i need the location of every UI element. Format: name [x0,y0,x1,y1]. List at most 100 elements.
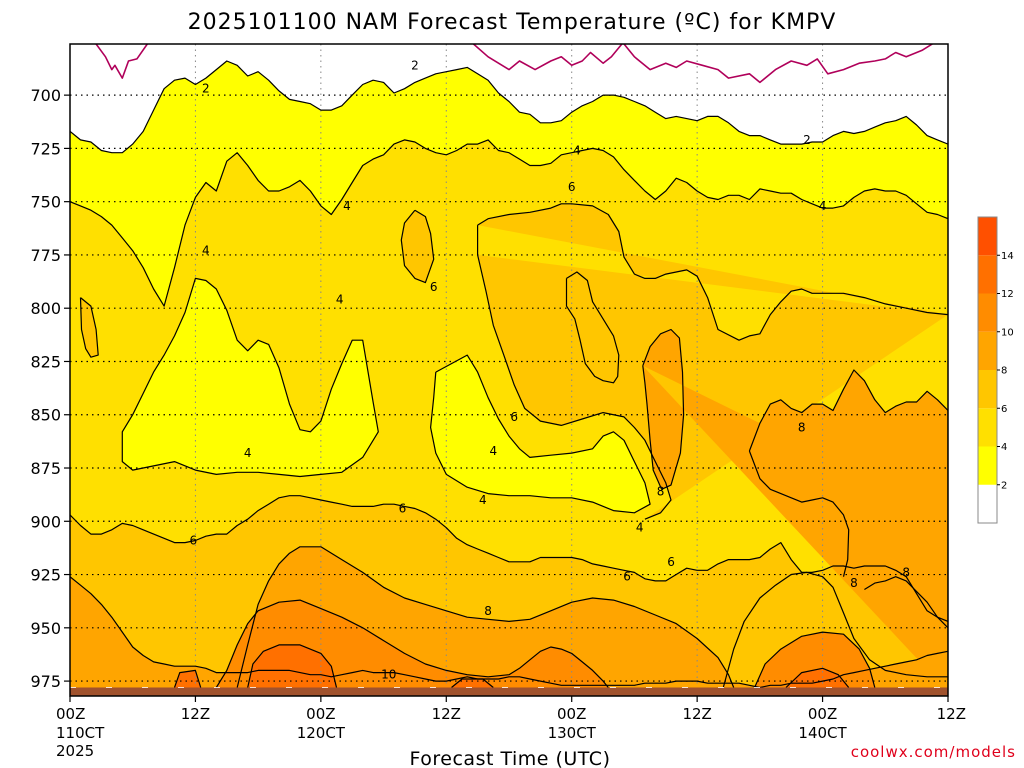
x-tick-label: 12Z [181,705,210,723]
contour-line [864,576,948,629]
contour-line [451,678,494,688]
x-date-label: 140CT [798,724,847,742]
y-tick-label: 900 [30,512,61,531]
contour-label: 4 [479,493,487,507]
plot-area: 2 2 2 4 4 4 4 4 4 4 4 4 6 6 6 6 6 6 6 8 8 8 8 8 10 [69,43,949,697]
plot-frame [69,43,949,697]
colorbar-label: 10 [1001,327,1014,338]
colorbar-label: 12 [1001,289,1014,300]
contour-line [748,369,948,692]
contour-label: 6 [430,280,438,294]
contour-line [121,277,379,478]
contour-line [785,667,850,688]
contour-line [215,599,609,688]
y-tick-label: 950 [30,619,61,638]
x-tick-label: 00Z [557,705,586,723]
x-tick-label: 00Z [56,705,85,723]
contour-line [70,60,948,154]
x-date-label: 130CT [548,724,597,742]
colorbar-label: 8 [1001,366,1007,377]
temperature-region [174,670,201,688]
colorbar-label: 14 [1001,251,1014,262]
x-date-label: 120CT [297,724,346,742]
gridlines [70,44,948,696]
colorbar-swatch [978,446,997,485]
y-tick-label: 975 [30,672,61,691]
contour-label: 8 [902,565,910,579]
colorbar-swatch [978,255,997,294]
contour-label: 4 [490,444,498,458]
y-tick-label: 850 [30,406,61,425]
contour-line [623,44,933,84]
contour-label: 4 [573,144,581,158]
contour-line [70,139,948,307]
contour-label: 2 [803,133,811,147]
y-tick-label: 725 [30,139,61,158]
contour-line [642,328,685,490]
temperature-bands [70,61,948,696]
contour-line [79,297,99,358]
contour-line [754,631,876,688]
contour-label: 8 [484,604,492,618]
contour-lines [70,44,948,692]
temperature-region [80,297,99,358]
colorbar-label: 2 [1001,480,1007,491]
y-tick-label: 800 [30,299,61,318]
credit-text: coolwx.com/models [851,743,1016,761]
colorbar-swatch [978,408,997,447]
x-tick-label: 12Z [432,705,461,723]
x-axis-title: Forecast Time (UTC) [410,748,611,768]
contour-line [748,450,850,577]
x-tick-label: 12Z [682,705,711,723]
temperature-region [430,355,651,513]
contour-label: 6 [190,533,198,547]
y-axis: 700 725 750 775 800 825 850 875 900 925 950 975 [30,86,70,691]
temperature-region [477,203,948,520]
contour-line [95,44,148,79]
contour-labels: 2 2 2 4 4 4 4 4 4 4 4 4 6 6 6 6 6 6 6 8 8 8 8 8 10 [190,58,910,681]
contour-line [70,495,948,622]
colorbar-label: 6 [1001,404,1007,415]
y-tick-label: 825 [30,352,61,371]
contour-label: 4 [244,446,252,460]
x-year-label: 2025 [56,742,94,760]
colorbar-swatch [978,331,997,370]
y-tick-label: 875 [30,459,61,478]
colorbar-swatch [978,484,997,523]
colorbar-label: 4 [1001,442,1007,453]
contour-line [430,354,651,514]
contour-label: 6 [667,555,675,569]
temperature-region [122,278,379,477]
contour-label: 4 [636,521,644,535]
contour-label: 6 [399,501,407,515]
colorbar-swatch [978,217,997,256]
contour-label: 6 [568,180,576,194]
contour-label: 8 [657,484,665,498]
contour-line [400,209,435,284]
temperature-region [754,632,875,688]
temperature-region [642,329,948,692]
contour-label: 2 [202,82,210,96]
colorbar-swatch [978,370,997,409]
contour-label: 4 [336,293,344,307]
y-tick-label: 750 [30,193,61,212]
contour-label: 4 [202,244,210,258]
chart-title: 2025101100 NAM Forecast Temperature (ºC)… [188,10,837,35]
x-tick-label: 12Z [937,705,966,723]
contour-line [722,571,948,688]
contour-line [472,44,623,71]
x-date-label: 110CT [56,724,105,742]
contour-label: 10 [381,668,396,682]
y-tick-label: 925 [30,566,61,585]
y-tick-label: 775 [30,246,61,265]
contour-line [565,271,620,384]
contour-label: 8 [850,576,858,590]
x-tick-label: 00Z [808,705,837,723]
contour-line [236,546,735,688]
x-tick-label: 00Z [306,705,335,723]
contour-line [477,203,948,341]
colorbar-swatch [978,293,997,332]
contour-label: 2 [411,58,419,72]
